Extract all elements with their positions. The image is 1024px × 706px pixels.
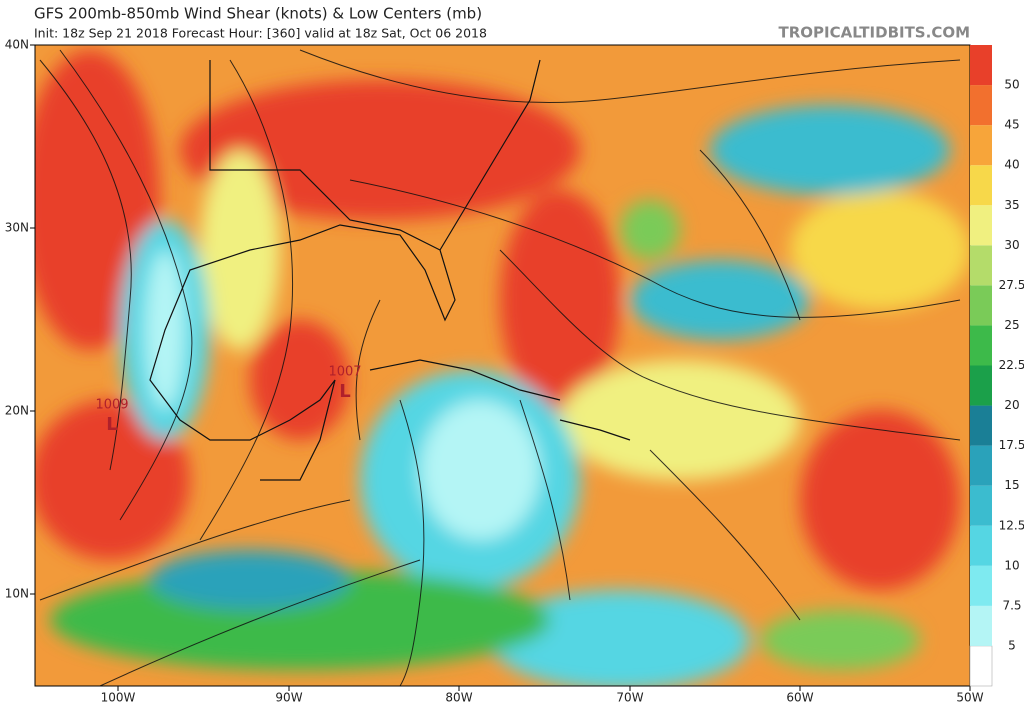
colorbar-segment xyxy=(969,645,993,687)
colorbar-label: 17.5 xyxy=(999,438,1024,452)
axes: 40N 30N 20N 10N 100W 90W 80W 70W 60W 50W xyxy=(5,38,984,705)
lon-label: 90W xyxy=(275,691,302,705)
colorbar: 5 7.5 10 12.5 15 17.5 20 22.5 25 27.5 30 35 40 45 50 xyxy=(969,45,1024,687)
colorbar-label: 20 xyxy=(1004,398,1019,412)
low-pressure: 1009 xyxy=(95,398,128,413)
colorbar-label: 5 xyxy=(1008,638,1016,652)
lat-label: 30N xyxy=(5,221,29,235)
colorbar-label: 30 xyxy=(1004,238,1019,252)
colorbar-label: 35 xyxy=(1004,198,1019,212)
colorbar-segment xyxy=(970,85,992,126)
colorbar-segment xyxy=(970,125,992,166)
lon-label: 100W xyxy=(101,691,136,705)
lon-label: 80W xyxy=(445,691,472,705)
colorbar-label: 45 xyxy=(1004,118,1019,132)
colorbar-label: 12.5 xyxy=(999,518,1024,532)
low-symbol: L xyxy=(339,381,350,402)
colorbar-label: 25 xyxy=(1004,318,1019,332)
colorbar-label: 7.5 xyxy=(1002,598,1021,612)
shear-field xyxy=(35,45,970,686)
colorbar-label: 22.5 xyxy=(999,358,1024,372)
map-title: GFS 200mb-850mb Wind Shear (knots) & Low… xyxy=(34,5,482,23)
colorbar-segment xyxy=(970,325,992,366)
lat-label: 20N xyxy=(5,404,29,418)
lat-label: 40N xyxy=(5,38,29,52)
colorbar-label: 15 xyxy=(1004,478,1019,492)
colorbar-segment xyxy=(970,485,992,526)
colorbar-segment xyxy=(970,445,992,486)
map-subtitle: Init: 18z Sep 21 2018 Forecast Hour: [36… xyxy=(34,26,487,41)
colorbar-segment xyxy=(970,165,992,206)
colorbar-segment xyxy=(970,45,992,86)
colorbar-label: 10 xyxy=(1004,558,1019,572)
colorbar-segment xyxy=(970,525,992,566)
colorbar-segment xyxy=(970,405,992,446)
colorbar-segment xyxy=(970,205,992,246)
low-symbol: L xyxy=(106,414,117,435)
colorbar-segment xyxy=(970,245,992,286)
lat-label: 10N xyxy=(5,587,29,601)
lon-label: 50W xyxy=(956,691,983,705)
colorbar-label: 27.5 xyxy=(999,278,1024,292)
low-pressure: 1007 xyxy=(328,365,361,380)
lon-label: 60W xyxy=(786,691,813,705)
colorbar-label: 50 xyxy=(1004,78,1019,92)
colorbar-label: 40 xyxy=(1004,158,1019,172)
colorbar-segment xyxy=(970,605,992,646)
streamlines xyxy=(39,49,961,686)
lon-label: 70W xyxy=(616,691,643,705)
colorbar-segment xyxy=(970,365,992,406)
site-name: TROPICALTIDBITS.COM xyxy=(779,24,971,42)
colorbar-segment xyxy=(970,565,992,606)
colorbar-segment xyxy=(970,285,992,326)
